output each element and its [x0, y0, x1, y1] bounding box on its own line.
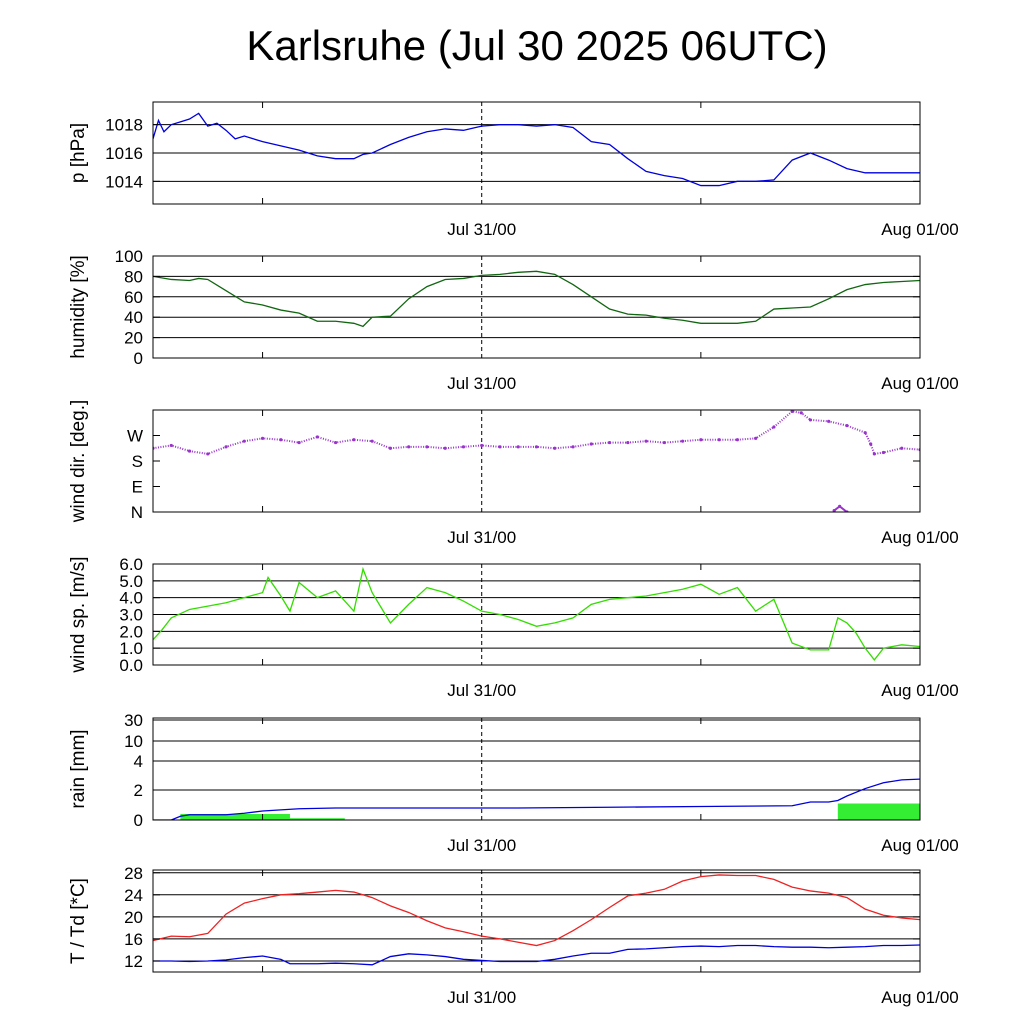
- y-tick-label: 3.0: [119, 606, 143, 625]
- y-tick-label: 1014: [105, 172, 143, 191]
- y-tick-label: 60: [124, 288, 143, 307]
- y-tick-label: 1.0: [119, 639, 143, 658]
- plot-frame: [152, 255, 921, 359]
- x-tick-label: Jul 31/00: [447, 988, 516, 1007]
- y-axis-label: wind sp. [m/s]: [68, 556, 89, 673]
- wind-speed-panel: 0.01.02.03.04.05.06.0 Jul 31/00 Aug 01/00 w…: [68, 555, 959, 700]
- y-tick-label: 0.0: [119, 656, 143, 675]
- temperature-series-line: [153, 944, 920, 966]
- y-tick-label: 1016: [105, 144, 143, 163]
- temperature-panel: 12 16 20 24 28 Jul 31/00 Aug 01/00 T / Td [*C]: [68, 864, 959, 1007]
- plot-frame: [152, 409, 921, 513]
- pressure-panel: 1014 1016 1018 Jul 31/00 Aug 01/00 p [hPa]: [68, 101, 959, 239]
- wind-direction-point: [644, 439, 648, 443]
- x-tick-label: Aug 01/00: [881, 220, 959, 239]
- plot-frame: [152, 717, 921, 821]
- y-tick-label: 2: [134, 781, 143, 800]
- y-tick-label: 12: [124, 952, 143, 971]
- y-axis-label: p [hPa]: [68, 123, 89, 183]
- pressure-series-line: [153, 112, 920, 187]
- y-tick-label: N: [131, 503, 143, 522]
- wind-direction-point: [534, 445, 539, 449]
- y-tick-label: 80: [124, 267, 143, 286]
- wind-direction-point: [699, 438, 703, 442]
- wind-direction-point: [900, 446, 904, 450]
- rain-panel: 0 2 410 30 Jul 31/00 Aug 01/00 rain [mm]: [68, 711, 959, 855]
- wind-speed-series-line: [153, 566, 920, 662]
- y-tick-label: E: [132, 478, 143, 497]
- y-axis-label: rain [mm]: [68, 729, 89, 808]
- y-tick-label: 28: [124, 864, 143, 883]
- chart-title: Karlsruhe (Jul 30 2025 06UTC): [246, 22, 828, 69]
- y-axis-label: humidity [%]: [68, 255, 89, 358]
- y-tick-label: 1018: [105, 116, 143, 135]
- x-tick-label: Aug 01/00: [881, 681, 959, 700]
- temperature-series-line: [153, 874, 920, 947]
- y-tick-label: 30: [124, 711, 143, 730]
- y-tick-label: S: [132, 452, 143, 471]
- x-tick-label: Jul 31/00: [447, 836, 516, 855]
- x-tick-label: Aug 01/00: [881, 374, 959, 393]
- y-tick-label: 24: [124, 886, 143, 905]
- y-tick-label: 100: [115, 247, 143, 266]
- y-tick-label: 10: [124, 732, 143, 751]
- wind-direction-trace: [833, 505, 848, 512]
- rain-bar: [289, 818, 345, 820]
- humidity-series-line: [153, 270, 920, 328]
- y-tick-label: 20: [124, 329, 143, 348]
- y-tick-label: 20: [124, 908, 143, 927]
- plot-frame: [152, 869, 921, 973]
- x-tick-label: Jul 31/00: [447, 374, 516, 393]
- y-tick-label: 5.0: [119, 572, 143, 591]
- y-tick-label: 16: [124, 930, 143, 949]
- y-axis-label: T / Td [*C]: [68, 878, 89, 964]
- x-tick-label: Aug 01/00: [881, 988, 959, 1007]
- y-axis-label: wind dir. [deg.]: [68, 400, 89, 524]
- y-tick-label: 0: [134, 811, 143, 830]
- y-tick-label: 4.0: [119, 589, 143, 608]
- rain-bar: [837, 803, 920, 820]
- x-tick-label: Jul 31/00: [447, 528, 516, 547]
- wind-direction-trace: [153, 410, 920, 456]
- x-tick-label: Aug 01/00: [881, 836, 959, 855]
- rain-series-line: [153, 778, 920, 820]
- x-tick-label: Aug 01/00: [881, 528, 959, 547]
- y-tick-label: 4: [134, 752, 143, 771]
- y-tick-label: 40: [124, 308, 143, 327]
- x-tick-label: Jul 31/00: [447, 681, 516, 700]
- rain-bar: [180, 814, 290, 820]
- y-tick-label: W: [127, 427, 143, 446]
- y-tick-label: 0: [134, 349, 143, 368]
- y-tick-label: 6.0: [119, 555, 143, 574]
- x-tick-label: Jul 31/00: [447, 220, 516, 239]
- y-tick-label: 2.0: [119, 622, 143, 641]
